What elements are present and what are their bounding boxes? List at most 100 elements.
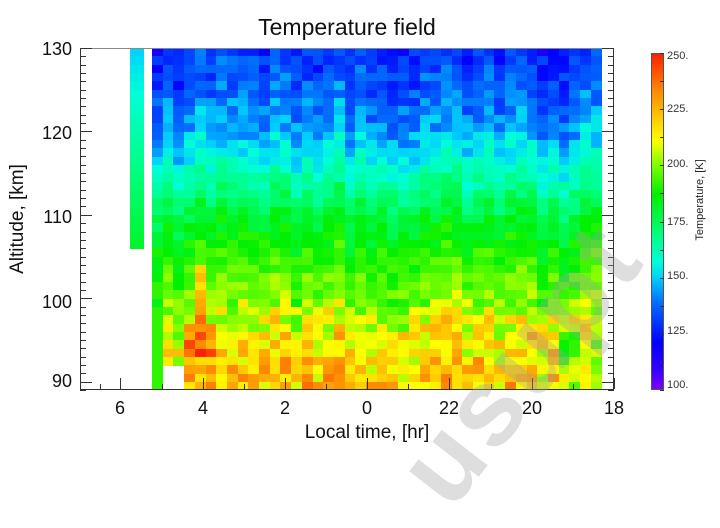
heatmap-cell	[526, 356, 538, 366]
heatmap-cell	[355, 248, 367, 258]
heatmap-cell	[537, 298, 549, 308]
heatmap-cell	[376, 256, 388, 266]
heatmap-cell	[344, 48, 356, 57]
heatmap-cell	[162, 315, 174, 325]
heatmap-cell	[130, 123, 144, 132]
heatmap-cell	[483, 265, 495, 274]
heatmap-cell	[462, 106, 474, 116]
heatmap-cell	[312, 223, 324, 233]
heatmap-cell	[537, 148, 549, 158]
heatmap-cell	[259, 306, 271, 316]
heatmap-cell	[216, 81, 228, 91]
heatmap-cell	[494, 373, 506, 383]
heatmap-cell	[440, 323, 453, 333]
heatmap-cell	[194, 148, 206, 158]
heatmap-cell	[216, 298, 228, 308]
heatmap-cell	[312, 256, 324, 266]
heatmap-cell	[547, 373, 560, 383]
heatmap-cell	[301, 365, 313, 375]
heatmap-cell	[205, 114, 217, 124]
heatmap-cell	[301, 273, 313, 283]
heatmap-cell	[269, 323, 281, 333]
heatmap-cell	[408, 123, 420, 132]
heatmap-cell	[462, 348, 474, 358]
heatmap-cell	[398, 106, 410, 116]
heatmap-cell	[398, 273, 410, 283]
heatmap-cell	[366, 139, 378, 149]
heatmap-cell	[387, 290, 399, 299]
heatmap-cell	[355, 290, 367, 299]
heatmap-cell	[237, 323, 249, 333]
heatmap-cell	[248, 164, 260, 174]
heatmap-cell	[419, 306, 431, 316]
heatmap-cell	[462, 265, 474, 274]
heatmap-cell	[408, 256, 420, 266]
heatmap-cell	[237, 106, 249, 116]
heatmap-cell	[216, 198, 228, 208]
heatmap-cell	[216, 73, 228, 82]
heatmap-cell	[430, 256, 442, 266]
heatmap-cell	[451, 164, 463, 174]
heatmap-cell	[515, 223, 527, 233]
heatmap-cell	[430, 73, 442, 82]
heatmap-cell	[494, 323, 506, 333]
heatmap-cell	[526, 365, 538, 375]
heatmap-cell	[301, 181, 313, 191]
heatmap-cell	[237, 181, 249, 191]
heatmap-cell	[152, 356, 164, 366]
y-minor-tick	[608, 348, 614, 350]
heatmap-cell	[473, 131, 485, 141]
heatmap-cell	[184, 290, 196, 299]
heatmap-cell	[280, 240, 292, 249]
heatmap-cell	[237, 382, 249, 390]
heatmap-cell	[419, 273, 431, 283]
heatmap-cell	[130, 181, 144, 191]
x-minor-tick	[490, 384, 492, 389]
heatmap-cell	[408, 382, 420, 390]
heatmap-cell	[194, 256, 206, 266]
heatmap-cell	[312, 48, 324, 57]
heatmap-cell	[344, 148, 356, 158]
heatmap-cell	[451, 98, 463, 107]
heatmap-cell	[451, 356, 463, 366]
y-minor-tick	[80, 56, 86, 58]
heatmap-cell	[248, 131, 260, 141]
heatmap-cell	[366, 323, 378, 333]
heatmap-cell	[194, 215, 206, 224]
heatmap-cell	[184, 306, 196, 316]
heatmap-cell	[226, 356, 239, 366]
heatmap-cell	[440, 148, 453, 158]
heatmap-cell	[173, 64, 185, 74]
heatmap-cell	[580, 48, 592, 57]
heatmap-cell	[237, 173, 249, 183]
heatmap-cell	[269, 340, 281, 350]
heatmap-cell	[205, 123, 217, 132]
heatmap-cell	[269, 306, 281, 316]
heatmap-cell	[259, 148, 271, 158]
heatmap-cell	[269, 131, 281, 141]
heatmap-cell	[344, 223, 356, 233]
heatmap-cell	[173, 123, 185, 132]
heatmap-cell	[590, 331, 602, 341]
heatmap-cell	[580, 106, 592, 116]
heatmap-cell	[462, 189, 474, 199]
heatmap-cell	[344, 315, 356, 325]
heatmap-cell	[291, 323, 303, 333]
heatmap-cell	[344, 56, 356, 66]
heatmap-cell	[547, 298, 560, 308]
y-minor-tick	[608, 256, 614, 258]
heatmap-cell	[590, 106, 602, 116]
x-minor-tick	[326, 384, 327, 389]
heatmap-cell	[580, 89, 592, 99]
heatmap-cell	[580, 298, 592, 308]
heatmap-cell	[248, 365, 260, 375]
heatmap-cell	[558, 48, 570, 57]
heatmap-cell	[419, 114, 431, 124]
heatmap-cell	[494, 139, 506, 149]
heatmap-cell	[419, 231, 431, 241]
heatmap-cell	[280, 198, 292, 208]
heatmap-cell	[398, 248, 410, 258]
heatmap-cell	[547, 156, 560, 166]
heatmap-cell	[547, 231, 560, 241]
heatmap-cell	[344, 265, 356, 274]
